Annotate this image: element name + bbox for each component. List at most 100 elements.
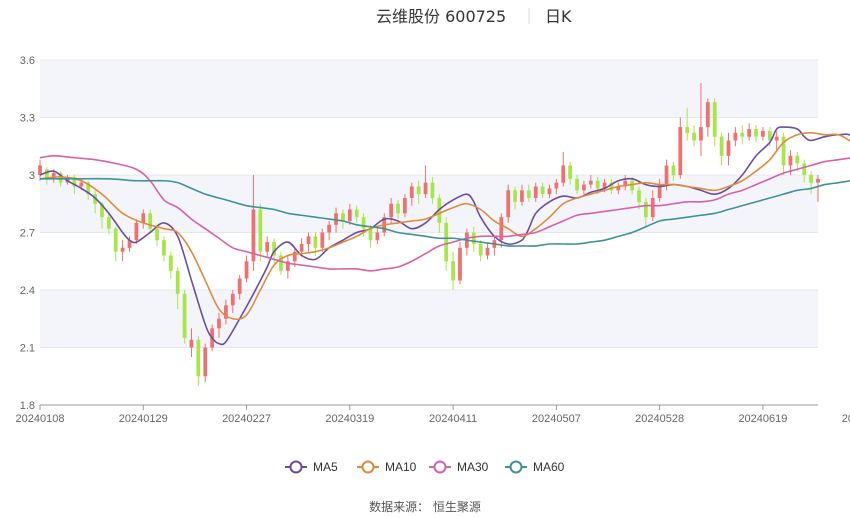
candle-body [595, 180, 600, 189]
candle [265, 236, 270, 258]
candle-body [38, 165, 42, 175]
x-tick-label: 20240227 [222, 413, 271, 425]
candle [740, 125, 745, 145]
candle [568, 161, 573, 185]
y-tick-label: 3 [29, 170, 35, 182]
candle [623, 175, 628, 191]
legend-label: MA10 [385, 460, 417, 474]
candle [616, 182, 621, 195]
y-axis-ticks: 1.8 2.1 2.4 2.7 3 3.3 3.6 [20, 55, 35, 412]
candle [637, 186, 641, 210]
candle-body [86, 182, 91, 195]
candle-body [196, 339, 201, 377]
y-tick-label: 2.4 [20, 285, 35, 297]
candle-body [155, 228, 159, 241]
candle-body [547, 188, 552, 195]
candle-body [65, 176, 70, 183]
candle-body [699, 127, 703, 141]
candle [279, 251, 283, 275]
candle-body [685, 127, 690, 133]
candle [471, 226, 476, 252]
candle [506, 184, 511, 223]
y-tick-label: 1.8 [20, 400, 35, 412]
legend-item-ma10[interactable]: MA10 [357, 460, 417, 474]
candle-body [485, 247, 490, 256]
x-tick-label: 20240528 [635, 413, 684, 425]
candle-body [389, 203, 394, 218]
candle-body [120, 247, 125, 252]
grid-lines [40, 59, 818, 406]
chart-title: 云维股份 600725 [376, 7, 506, 26]
candle [403, 194, 407, 218]
candle [526, 184, 531, 202]
legend-swatch-marker [433, 460, 447, 474]
legend-item-ma5[interactable]: MA5 [285, 460, 338, 474]
x-tick-label: 20240709 [842, 413, 850, 425]
candle [416, 180, 421, 204]
legend-item-ma60[interactable]: MA60 [505, 460, 565, 474]
candle-body [292, 251, 297, 262]
candle-body [630, 180, 634, 191]
candle-body [816, 178, 820, 183]
candle-body [637, 190, 641, 202]
candle [513, 186, 517, 210]
candle-body [499, 217, 504, 241]
candle-body [354, 209, 359, 218]
candle [327, 221, 332, 241]
candle [692, 125, 696, 147]
candle-body [251, 209, 256, 262]
candle-body [299, 244, 304, 252]
candle [582, 180, 586, 195]
candle-body [795, 155, 800, 164]
candle [306, 232, 311, 252]
series-line-ma5 [39, 126, 850, 346]
candle [155, 224, 159, 246]
candle [754, 125, 758, 143]
x-tick-label: 20240108 [16, 413, 65, 425]
legend-item-ma30[interactable]: MA30 [429, 460, 489, 474]
candle [774, 130, 779, 152]
candle-body [396, 203, 400, 214]
series-line-ma30 [39, 155, 850, 272]
candle [678, 117, 683, 179]
candle [588, 175, 593, 189]
candle-body [361, 217, 366, 229]
candle-body [767, 130, 772, 141]
candle [816, 175, 820, 202]
candle [45, 167, 49, 185]
x-tick-label: 20240129 [119, 413, 168, 425]
candle-body [726, 140, 731, 156]
candle [347, 203, 352, 225]
candle-body [203, 347, 208, 377]
candle-body [45, 169, 49, 179]
x-tick-label: 20240619 [738, 413, 787, 425]
candle-body [148, 213, 153, 229]
candle [409, 182, 414, 206]
candle-body [609, 182, 614, 191]
series-line-ma60 [40, 177, 850, 247]
moving-average-lines [39, 126, 850, 346]
candle-body [802, 163, 807, 175]
candles [38, 83, 820, 386]
legend[interactable]: MA5 MA10 MA30 MA60 [285, 460, 565, 474]
candle-body [733, 132, 738, 141]
candle-body [279, 255, 283, 271]
candle [106, 213, 111, 235]
candle [251, 175, 256, 271]
candle [285, 255, 290, 279]
candle-body [341, 213, 345, 221]
candle [120, 240, 125, 262]
candle-body [168, 255, 173, 271]
legend-swatch-marker [361, 460, 375, 474]
candle-body [540, 186, 545, 195]
legend-label: MA30 [457, 460, 489, 474]
candle-body [106, 217, 111, 229]
candle-body [671, 165, 676, 175]
candle-body [616, 186, 621, 191]
legend-swatch-marker [509, 460, 523, 474]
candle [705, 98, 710, 137]
candle-body [575, 178, 579, 191]
candle [726, 132, 731, 166]
candle [609, 178, 614, 195]
candle-body [809, 175, 813, 183]
